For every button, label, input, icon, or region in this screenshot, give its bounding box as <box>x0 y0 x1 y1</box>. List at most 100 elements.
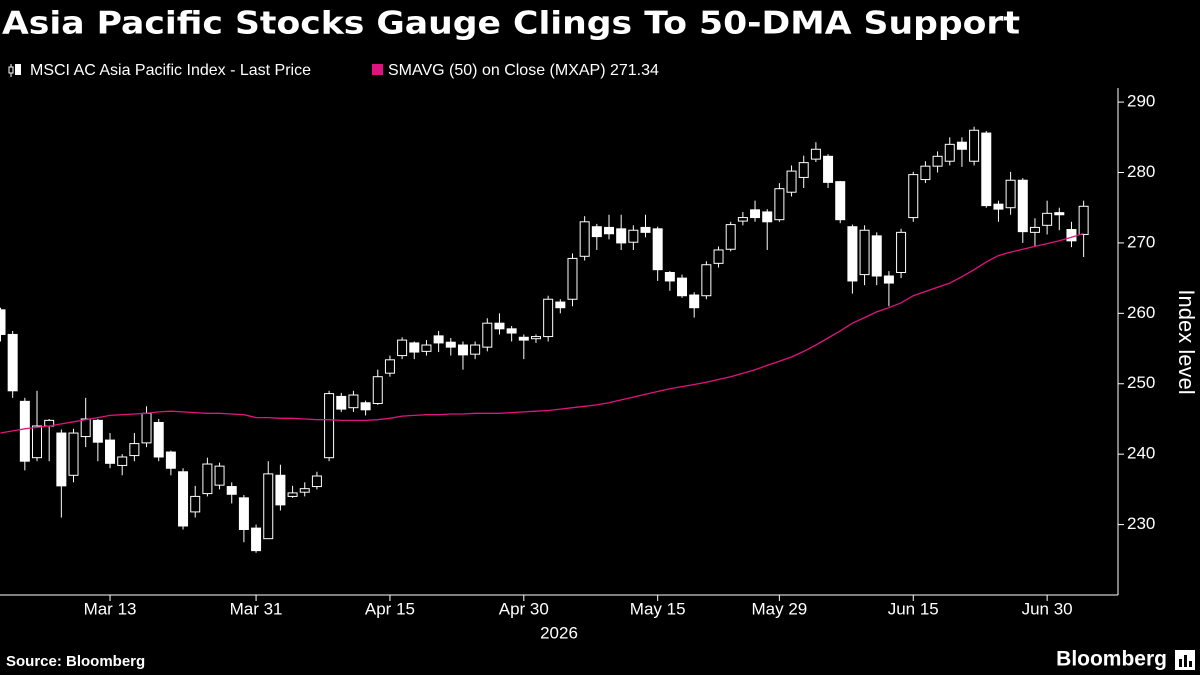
x-tick-label: Mar 31 <box>230 599 283 618</box>
candle-body <box>348 394 359 409</box>
candle-body <box>664 271 675 282</box>
brand: Bloomberg <box>1056 648 1167 671</box>
candle-body <box>336 395 347 410</box>
y-tick-label: 290 <box>1127 92 1155 111</box>
brand-icon-bar <box>1179 659 1182 667</box>
candle-body <box>616 228 627 244</box>
candle-body <box>251 527 262 552</box>
candle-body <box>178 471 189 527</box>
candle-body <box>421 344 432 352</box>
candle-body <box>908 174 919 219</box>
candle-body <box>287 492 298 497</box>
legend-label: MSCI AC Asia Pacific Index - Last Price <box>30 62 311 79</box>
x-tick-label: May 29 <box>752 599 808 618</box>
candle-body <box>80 418 91 438</box>
candle-body <box>92 419 103 443</box>
candle-body <box>457 344 468 356</box>
candle-body <box>360 402 371 411</box>
y-tick-label: 280 <box>1127 162 1155 181</box>
candle-body <box>993 203 1004 210</box>
candle-body <box>604 226 614 235</box>
brand-icon <box>1175 650 1195 670</box>
candle-body <box>506 328 517 334</box>
candle-body <box>0 309 6 335</box>
legend-label: SMAVG (50) on Close (MXAP) 271.34 <box>388 62 659 79</box>
y-tick-label: 230 <box>1127 514 1155 533</box>
candle-body <box>372 376 383 404</box>
candle-body <box>68 432 79 476</box>
candle-body <box>896 231 907 273</box>
legend-swatch <box>372 64 383 75</box>
candle-body <box>470 344 481 355</box>
candle-body <box>567 257 578 300</box>
candle-body <box>786 170 797 193</box>
x-tick-label: Apr 30 <box>499 599 549 618</box>
candle-body <box>1017 179 1028 233</box>
candle-body <box>7 333 18 392</box>
candle-body <box>591 226 602 238</box>
candle-body <box>263 473 274 540</box>
brand-icon-bar <box>1184 655 1187 667</box>
source: Source: Bloomberg <box>6 653 145 670</box>
candle-body <box>226 486 237 495</box>
candle-body <box>823 155 834 183</box>
candle-body <box>482 322 493 348</box>
candle-body <box>1066 229 1077 242</box>
candle-body <box>920 165 931 181</box>
x-tick-label: Mar 13 <box>84 599 137 618</box>
candle-body <box>640 226 651 233</box>
candle-body <box>1042 212 1053 226</box>
candle-body <box>190 495 201 513</box>
candle-body <box>1078 205 1089 235</box>
candle-body <box>871 235 882 277</box>
candle-body <box>810 148 821 160</box>
legend-icon-candle <box>8 66 14 74</box>
candle-body <box>1054 212 1065 216</box>
candle-body <box>883 275 894 284</box>
x-tick-label: Apr 15 <box>365 599 415 618</box>
candle-body <box>737 217 748 222</box>
x-axis-year: 2026 <box>540 623 578 642</box>
candle-body <box>969 129 980 162</box>
candle-body <box>944 143 955 162</box>
sma-line <box>0 232 1084 434</box>
candle-body <box>19 400 30 462</box>
y-tick-label: 250 <box>1127 373 1155 392</box>
candle-body <box>397 339 408 357</box>
candle-body <box>774 188 785 221</box>
candle-body <box>725 224 736 250</box>
candle-body <box>543 298 554 338</box>
candle-body <box>798 162 809 178</box>
x-tick-label: Jun 15 <box>888 599 939 618</box>
candles <box>0 126 1089 553</box>
candle-body <box>129 443 140 457</box>
candle-body <box>445 341 456 348</box>
x-tick-label: Jun 30 <box>1022 599 1073 618</box>
candle-body <box>384 359 395 374</box>
candle-body <box>153 421 164 458</box>
candle-body <box>579 221 590 257</box>
candle-body <box>165 451 176 469</box>
candle-body <box>299 488 310 493</box>
candle-body <box>981 132 992 207</box>
candle-body <box>628 229 639 243</box>
candle-body <box>117 456 128 466</box>
candle-body <box>713 249 724 264</box>
y-tick-label: 260 <box>1127 303 1155 322</box>
x-tick-label: May 15 <box>630 599 686 618</box>
candle-body <box>677 277 688 297</box>
candle-body <box>689 294 700 309</box>
candle-body <box>202 463 213 495</box>
candle-body <box>1005 179 1016 209</box>
candle-body <box>311 475 322 488</box>
candle-body <box>409 342 420 353</box>
candle-body <box>835 181 846 221</box>
brand-icon-bar <box>1189 661 1192 667</box>
candle-body <box>433 335 444 344</box>
candle-body <box>518 336 529 341</box>
candle-body <box>859 229 870 276</box>
candle-body <box>32 425 43 459</box>
candle-body <box>701 264 712 297</box>
candle-body <box>275 474 286 506</box>
